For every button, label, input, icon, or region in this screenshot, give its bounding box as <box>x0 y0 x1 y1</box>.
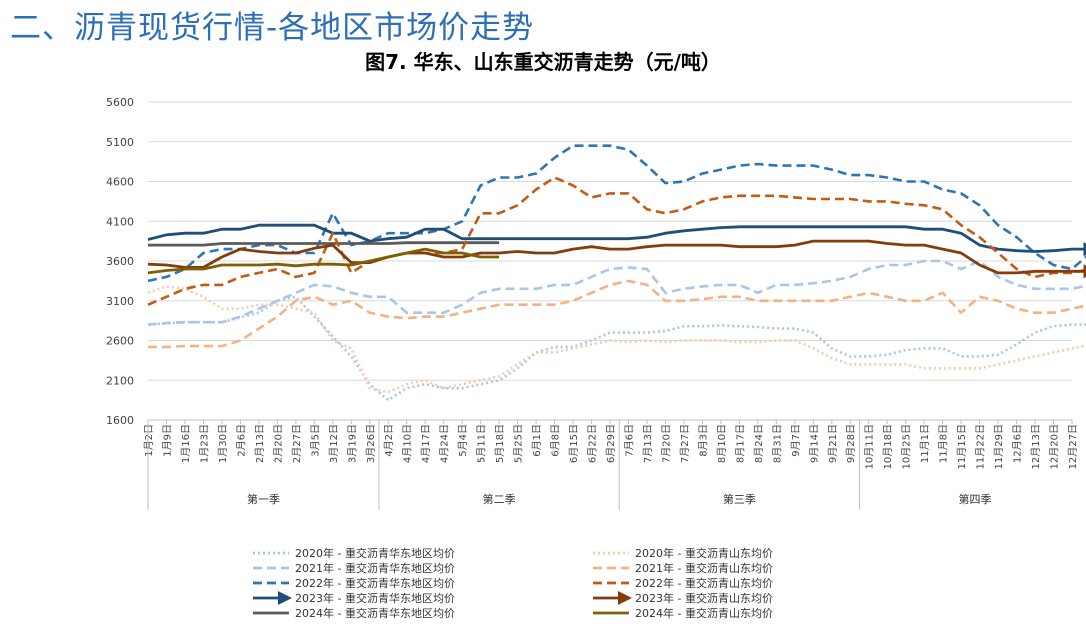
x-tick-label: 7月20日 <box>660 424 672 463</box>
y-tick-label: 3100 <box>106 295 134 308</box>
legend-label: 2020年 - 重交沥青山东均价 <box>635 546 773 560</box>
y-tick-label: 1600 <box>106 414 134 427</box>
x-tick-label: 1月30日 <box>217 424 229 463</box>
x-tick-label: 2月13日 <box>254 424 266 463</box>
x-tick-label: 5月18日 <box>494 424 506 463</box>
x-tick-label: 10月11日 <box>864 424 876 469</box>
x-tick-label: 8月31日 <box>771 424 783 463</box>
y-tick-label: 2100 <box>106 374 134 387</box>
legend-label: 2022年 - 重交沥青山东均价 <box>635 576 773 590</box>
y-tick-label: 2600 <box>106 335 134 348</box>
x-tick-label: 5月11日 <box>476 424 488 463</box>
x-tick-label: 10月25日 <box>901 424 913 469</box>
series-line-0 <box>147 295 1086 402</box>
x-tick-label: 10月18日 <box>882 424 894 469</box>
series-line-4 <box>148 241 500 247</box>
x-tick-label: 5月25日 <box>513 424 525 463</box>
legend-label: 2021年 - 重交沥青山东均价 <box>635 561 773 575</box>
quarter-label: 第四季 <box>958 492 991 506</box>
page-header: 二、沥青现货行情-各地区市场价走势 <box>10 10 535 46</box>
series-line-2 <box>147 144 1086 283</box>
x-tick-label: 9月14日 <box>808 424 820 463</box>
series-line-8 <box>147 239 1086 279</box>
x-tick-label: 11月22日 <box>975 424 987 469</box>
x-tick-label: 4月24日 <box>439 424 451 463</box>
x-tick-label: 12月20日 <box>1049 424 1061 469</box>
x-tick-label: 11月8日 <box>938 424 950 463</box>
x-tick-label: 9月21日 <box>827 424 839 463</box>
chart-title: 图7. 华东、山东重交沥青走势（元/吨） <box>365 50 721 74</box>
x-tick-label: 3月26日 <box>365 424 377 463</box>
legend-label: 2020年 - 重交沥青华东地区均价 <box>295 546 455 560</box>
series-line-3 <box>147 223 1086 257</box>
x-tick-label: 3月19日 <box>346 424 358 463</box>
x-tick-label: 11月15日 <box>956 424 968 469</box>
x-tick-label: 8月24日 <box>753 424 765 463</box>
series-line-1 <box>147 259 1086 326</box>
x-tick-label: 12月13日 <box>1030 424 1042 469</box>
x-tick-label: 6月22日 <box>587 424 599 463</box>
x-tick-label: 4月2日 <box>383 424 395 457</box>
legend-label: 2023年 - 重交沥青山东均价 <box>635 591 773 605</box>
x-tick-label: 6月15日 <box>568 424 580 463</box>
x-tick-label: 4月17日 <box>420 424 432 463</box>
quarter-label: 第三季 <box>723 492 756 506</box>
x-tick-label: 12月6日 <box>1012 424 1024 463</box>
x-tick-label: 4月10日 <box>402 424 414 463</box>
y-tick-label: 4100 <box>106 215 134 228</box>
y-tick-label: 5600 <box>106 96 134 109</box>
x-tick-label: 2月6日 <box>235 424 247 457</box>
series-lines <box>147 144 1086 402</box>
x-tick-label: 11月1日 <box>919 424 931 463</box>
x-tick-label: 7月6日 <box>623 424 635 457</box>
series-line-6 <box>148 279 1086 349</box>
quarter-label: 第一季 <box>247 492 280 506</box>
y-tick-label: 5100 <box>106 136 134 149</box>
x-tick-label: 2月27日 <box>291 424 303 463</box>
legend-label: 2023年 - 重交沥青华东地区均价 <box>295 591 455 605</box>
series-line-5 <box>147 285 1086 394</box>
series-line-7 <box>147 176 1086 306</box>
x-tick-label: 7月13日 <box>642 424 654 463</box>
x-axis: 1月2日 1月9日 1月16日 1月23日 1月30日 2月6日 2月13日 2月20日 2月2… <box>143 419 1079 510</box>
x-tick-label: 12月27日 <box>1067 424 1079 469</box>
quarter-label: 第二季 <box>483 492 516 506</box>
x-tick-label: 1月2日 <box>143 424 155 457</box>
x-tick-label: 5月4日 <box>457 424 469 457</box>
x-tick-label: 7月27日 <box>679 424 691 463</box>
x-tick-label: 6月8日 <box>550 424 562 457</box>
x-tick-label: 3月5日 <box>309 424 321 457</box>
x-tick-label: 9月7日 <box>790 424 802 457</box>
x-tick-label: 8月10日 <box>716 424 728 463</box>
series-line-9 <box>147 247 500 275</box>
x-tick-label: 6月1日 <box>531 424 543 457</box>
legend-label: 2021年 - 重交沥青华东地区均价 <box>295 561 455 575</box>
y-tick-label: 4600 <box>106 176 134 189</box>
x-tick-label: 11月29日 <box>993 424 1005 469</box>
x-tick-label: 8月17日 <box>734 424 746 463</box>
x-tick-label: 1月16日 <box>180 424 192 463</box>
x-tick-label: 8月3日 <box>697 424 709 457</box>
x-tick-label: 1月9日 <box>161 424 173 457</box>
legend-label: 2024年 - 重交沥青山东均价 <box>635 606 773 620</box>
x-tick-label: 3月12日 <box>328 424 340 463</box>
x-tick-label: 1月23日 <box>198 424 210 463</box>
x-tick-label: 6月29日 <box>605 424 617 463</box>
x-tick-label: 2月20日 <box>272 424 284 463</box>
y-tick-label: 3600 <box>106 255 134 268</box>
legend-label: 2024年 - 重交沥青华东地区均价 <box>295 606 455 620</box>
legend-label: 2022年 - 重交沥青华东地区均价 <box>295 576 455 590</box>
y-axis: 1600 2100 2600 3100 3600 4100 4600 5100 5600 <box>106 96 134 427</box>
x-tick-label: 9月28日 <box>845 424 857 463</box>
